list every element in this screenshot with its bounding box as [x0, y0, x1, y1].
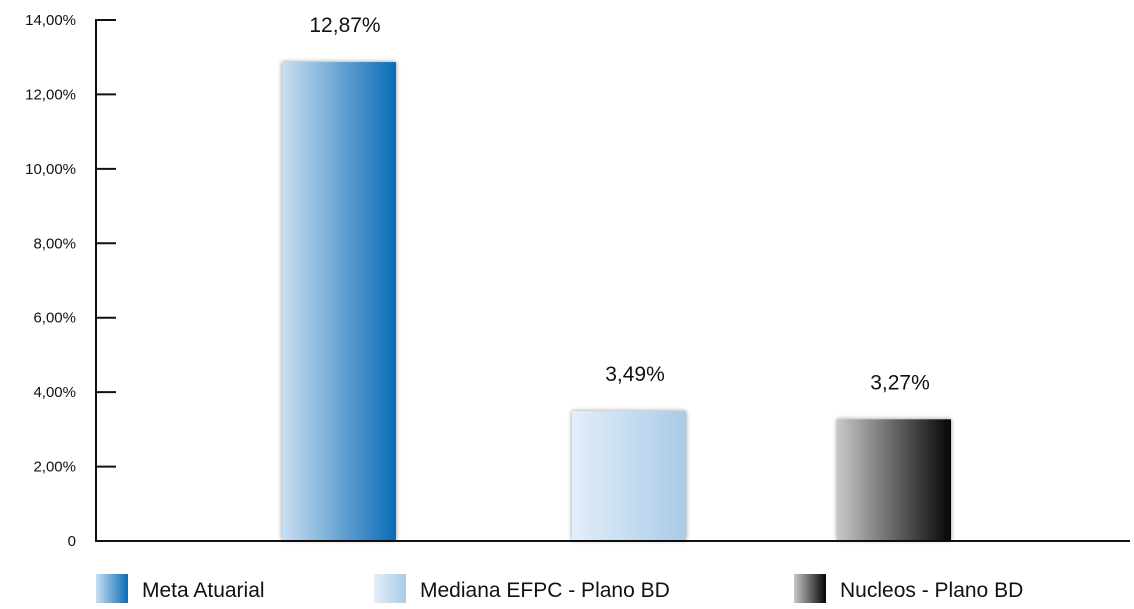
legend-swatch	[96, 574, 128, 603]
legend: Meta Atuarial Mediana EFPC - Plano BD Nucl…	[96, 574, 1023, 603]
y-tick-label: 2,00%	[33, 459, 76, 476]
y-tick-label: 0	[68, 533, 76, 550]
axes	[95, 19, 1130, 542]
legend-label: Meta Atuarial	[142, 579, 265, 602]
data-label: 3,27%	[870, 371, 930, 394]
y-tick-label: 6,00%	[33, 310, 76, 327]
legend-label: Nucleos - Plano BD	[840, 579, 1023, 602]
y-axis-ticks: 0 2,00% 4,00% 6,00% 8,00% 10,00% 12,00% 14,00%	[25, 12, 116, 550]
legend-swatch	[794, 574, 826, 603]
y-tick-label: 10,00%	[25, 161, 76, 178]
legend-mediana-efpc-plano-bd: Mediana EFPC - Plano BD	[374, 574, 670, 603]
data-labels: 12,87% 3,49% 3,27%	[309, 14, 929, 394]
bar-mediana-efpc-plano-bd	[572, 411, 686, 540]
y-tick-label: 8,00%	[33, 235, 76, 252]
data-label: 3,49%	[605, 363, 665, 386]
legend-meta-atuarial: Meta Atuarial	[96, 574, 265, 603]
bar-meta-atuarial	[282, 62, 396, 540]
bars	[282, 62, 951, 540]
legend-nucleos-plano-bd: Nucleos - Plano BD	[794, 574, 1023, 603]
data-label: 12,87%	[309, 14, 380, 37]
bar-nucleos-plano-bd	[837, 419, 951, 540]
y-tick-label: 14,00%	[25, 12, 76, 29]
legend-label: Mediana EFPC - Plano BD	[420, 579, 670, 602]
legend-swatch	[374, 574, 406, 603]
y-tick-label: 4,00%	[33, 384, 76, 401]
y-tick-label: 12,00%	[25, 86, 76, 103]
